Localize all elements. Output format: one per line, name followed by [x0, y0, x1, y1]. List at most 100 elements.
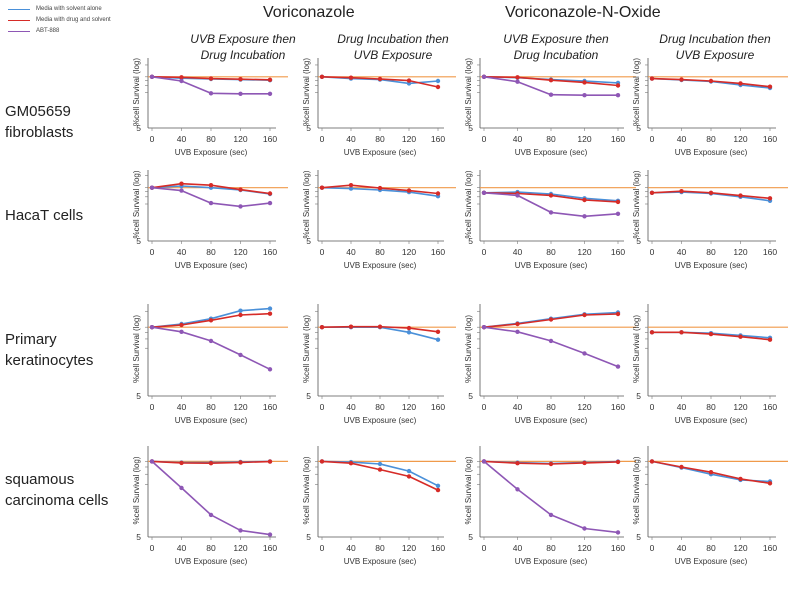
column-header-1-line-2: Drug Incubation [200, 48, 286, 62]
data-point-drug-r3c1 [267, 311, 273, 316]
x-tick-label-r3c4: 80 [706, 402, 716, 412]
x-tick-label-r3c2: 120 [402, 402, 416, 412]
x-tick-label-r4c4: 160 [763, 543, 777, 553]
panel-r3c4: 50 40 80 120 160 UVB Exposure (sec) %cell Surv… [632, 304, 788, 425]
data-point-solvent-r3c2 [406, 330, 412, 335]
panel-r1c4: 50 40 80 120 160 UVB Exposure (sec) %cell Surv… [632, 58, 788, 157]
x-tick-label-r4c3: 0 [482, 543, 487, 553]
data-point-drug-r4c1 [267, 459, 273, 464]
x-tick-label-r1c1: 40 [177, 134, 187, 144]
panel-r3c3: 50 40 80 120 160 UVB Exposure (sec) %cell Surv… [464, 304, 636, 425]
data-point-drug-r4c4 [767, 481, 773, 486]
y-axis-title-r3c1: %cell Survival (log) [132, 315, 141, 383]
data-point-drug-r4c4 [708, 470, 714, 475]
data-point-abt888-r4c3 [548, 512, 554, 518]
x-tick-label-r3c4: 120 [733, 402, 747, 412]
x-tick-label-r3c2: 40 [346, 402, 356, 412]
data-point-abt888-r1c3 [515, 79, 520, 84]
data-point-drug-r1c2 [348, 75, 354, 80]
y-axis-title-r3c3: %cell Survival (log) [464, 315, 473, 383]
y-tick-label-r2c3: 5 [468, 236, 473, 246]
x-tick-label-r2c3: 40 [513, 247, 523, 257]
legend: Media with solvent alone Media with drug… [6, 4, 111, 37]
data-point-drug-r2c1 [238, 187, 243, 192]
y-tick-label-r1c4: 5 [636, 123, 641, 133]
x-tick-label-r1c1: 160 [263, 134, 277, 144]
legend-label-drug: Media with drug and solvent [36, 17, 111, 23]
x-tick-label-r2c1: 160 [263, 247, 277, 257]
data-point-drug-r4c2 [435, 487, 441, 493]
y-axis-title-r4c2: %cell Survival (log) [302, 456, 311, 524]
x-tick-label-r3c2: 0 [320, 402, 325, 412]
x-tick-label-r2c1: 40 [177, 247, 187, 257]
y-axis-title-r3c2: %cell Survival (log) [302, 315, 311, 383]
x-tick-label-r1c4: 120 [733, 134, 747, 144]
x-tick-label-r3c1: 80 [206, 402, 216, 412]
data-point-solvent-r4c2 [377, 461, 383, 467]
data-point-solvent-r3c2 [435, 337, 441, 342]
row-label-squamous-line-1: squamous [5, 471, 75, 488]
legend-swatch-drug [8, 20, 30, 21]
data-point-drug-r4c2 [319, 459, 325, 464]
y-axis-title-r1c1: %cell Survival (log) [132, 58, 141, 126]
x-axis-title-r3c3: UVB Exposure (sec) [515, 416, 588, 425]
data-point-drug-r1c2 [435, 84, 441, 90]
data-point-drug-r1c4 [649, 76, 655, 81]
x-tick-label-r2c2: 80 [375, 247, 385, 257]
column-header-2: Drug Incubation then UVB Exposure [318, 31, 468, 63]
data-point-drug-r3c3 [515, 321, 520, 327]
data-point-abt888-r1c3 [615, 93, 621, 98]
column-header-1: UVB Exposure then Drug Incubation [168, 31, 318, 63]
data-point-drug-r3c3 [615, 311, 621, 317]
data-point-drug-r3c4 [679, 330, 684, 335]
data-point-abt888-r3c1 [267, 367, 273, 372]
data-point-abt888-r1c1 [149, 74, 155, 80]
x-axis-title-r1c1: UVB Exposure (sec) [175, 148, 248, 157]
data-point-abt888-r2c1 [267, 200, 273, 206]
x-axis-title-r3c2: UVB Exposure (sec) [344, 416, 417, 425]
data-point-drug-r2c2 [377, 185, 383, 191]
data-point-abt888-r1c3 [548, 92, 554, 97]
x-tick-label-r4c2: 160 [431, 543, 445, 553]
x-tick-label-r2c1: 0 [150, 247, 155, 257]
data-point-drug-r3c2 [319, 325, 325, 330]
x-tick-label-r1c4: 40 [677, 134, 687, 144]
series-line-abt888-r3c1 [151, 326, 271, 371]
x-tick-label-r1c3: 160 [611, 134, 625, 144]
data-point-abt888-r2c3 [548, 210, 554, 215]
x-tick-label-r3c4: 160 [763, 402, 777, 412]
x-tick-label-r2c4: 120 [733, 247, 747, 257]
panel-r1c2: 50 40 80 120 160 UVB Exposure (sec) %cell Surv… [302, 58, 456, 157]
row-label-fibroblasts-line-1: GM05659 [5, 103, 71, 120]
data-point-drug-r3c2 [435, 329, 441, 334]
x-tick-label-r1c4: 160 [763, 134, 777, 144]
data-point-drug-r1c2 [406, 78, 412, 83]
y-tick-label-r4c1: 5 [136, 532, 141, 542]
x-tick-label-r1c3: 80 [546, 134, 556, 144]
data-point-abt888-r4c3 [615, 530, 621, 535]
y-axis-title-r2c4: %cell Survival (log) [632, 170, 641, 238]
data-point-drug-r1c1 [238, 77, 243, 82]
x-tick-label-r3c1: 160 [263, 402, 277, 412]
y-axis-title-r2c1: %cell Survival (log) [132, 170, 141, 238]
x-tick-label-r4c3: 40 [513, 543, 523, 553]
panel-r1c3: 50 40 80 120 160 UVB Exposure (sec) %cell Surv… [464, 58, 636, 157]
x-tick-label-r4c1: 0 [150, 543, 155, 553]
x-tick-label-r1c4: 0 [650, 134, 655, 144]
x-tick-label-r4c2: 120 [402, 543, 416, 553]
data-point-drug-r2c1 [267, 191, 273, 196]
y-tick-label-r2c2: 5 [306, 236, 311, 246]
x-tick-label-r1c1: 120 [233, 134, 247, 144]
data-point-drug-r2c2 [435, 191, 441, 196]
data-point-abt888-r4c3 [582, 526, 587, 531]
x-tick-label-r1c2: 160 [431, 134, 445, 144]
data-point-abt888-r2c3 [582, 214, 587, 219]
data-point-abt888-r2c1 [179, 188, 184, 193]
data-point-abt888-r2c3 [515, 193, 520, 198]
x-tick-label-r1c2: 40 [346, 134, 356, 144]
data-point-drug-r3c2 [406, 325, 412, 331]
x-tick-label-r3c1: 40 [177, 402, 187, 412]
x-tick-label-r2c1: 120 [233, 247, 247, 257]
x-axis-title-r2c3: UVB Exposure (sec) [515, 261, 588, 270]
